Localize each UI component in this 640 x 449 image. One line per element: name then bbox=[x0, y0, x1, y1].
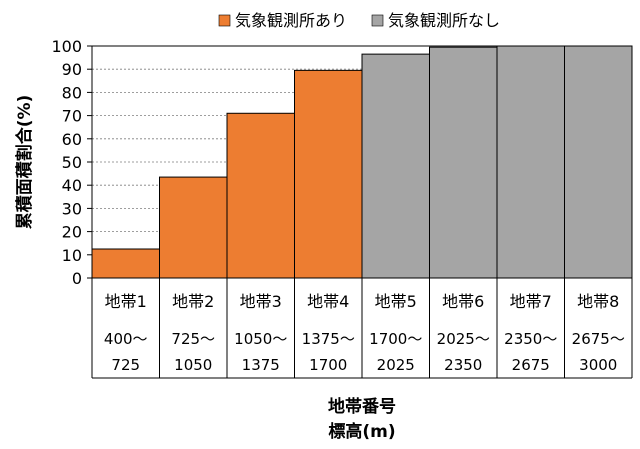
category-range-to: 2350 bbox=[444, 356, 482, 374]
legend-swatch bbox=[371, 14, 384, 27]
category-name: 地帯1 bbox=[105, 292, 147, 311]
category-range-to: 1700 bbox=[309, 356, 347, 374]
category-range-from: 725～ bbox=[171, 330, 215, 348]
category-name: 地帯4 bbox=[307, 292, 349, 311]
bar bbox=[429, 46, 498, 279]
bar bbox=[361, 53, 430, 279]
y-tick-label: 30 bbox=[62, 199, 82, 218]
y-tick-label: 100 bbox=[51, 37, 82, 56]
category-range-to: 2675 bbox=[512, 356, 550, 374]
category-range-from: 400～ bbox=[104, 330, 148, 348]
x-axis-label-zone: 地帯番号 bbox=[328, 396, 396, 417]
category-table: 地帯1 400～ 725 地帯2 725～ 1050 地帯3 1050～ 1375 地帯4 1375… bbox=[91, 278, 633, 379]
category-range-from: 2025～ bbox=[437, 330, 490, 348]
y-tick-label: 90 bbox=[62, 60, 82, 79]
x-axis-label-elevation: 標高(m) bbox=[328, 421, 395, 442]
category-range-to: 1375 bbox=[242, 356, 280, 374]
category-range-to: 725 bbox=[111, 356, 140, 374]
y-tick-label: 70 bbox=[62, 107, 82, 126]
bar bbox=[564, 45, 633, 279]
bar bbox=[294, 69, 363, 279]
category-range-from: 1700～ bbox=[369, 330, 422, 348]
category-range-to: 2025 bbox=[377, 356, 415, 374]
category-range-to: 3000 bbox=[579, 356, 617, 374]
y-tick-label: 10 bbox=[62, 246, 82, 265]
y-tick-label: 80 bbox=[62, 83, 82, 102]
bar bbox=[496, 45, 565, 279]
category-name: 地帯6 bbox=[442, 292, 484, 311]
legend-label: 気象観測所あり bbox=[235, 11, 347, 30]
category-range-from: 2675～ bbox=[572, 330, 625, 348]
legend: 気象観測所あり 気象観測所なし bbox=[218, 11, 500, 30]
bars bbox=[91, 45, 633, 279]
y-tick-label: 50 bbox=[62, 153, 82, 172]
category-name: 地帯8 bbox=[577, 292, 619, 311]
category-name: 地帯5 bbox=[375, 292, 417, 311]
bar bbox=[159, 176, 228, 279]
y-tick-label: 40 bbox=[62, 176, 82, 195]
category-name: 地帯7 bbox=[510, 292, 552, 311]
y-tick-label: 20 bbox=[62, 223, 82, 242]
category-range-to: 1050 bbox=[174, 356, 212, 374]
bar bbox=[91, 248, 160, 279]
category-name: 地帯2 bbox=[172, 292, 214, 311]
category-name: 地帯3 bbox=[240, 292, 282, 311]
bar bbox=[226, 112, 295, 279]
y-tick-label: 0 bbox=[72, 269, 82, 288]
legend-label: 気象観測所なし bbox=[388, 11, 500, 30]
legend-swatch bbox=[218, 14, 231, 27]
category-range-from: 2350～ bbox=[504, 330, 557, 348]
y-axis-label: 累積面積割合(%) bbox=[14, 95, 35, 230]
y-axis-ticks: 0 10 20 30 40 50 60 70 80 90 100 bbox=[51, 37, 92, 288]
category-range-from: 1375～ bbox=[302, 330, 355, 348]
y-tick-label: 60 bbox=[62, 130, 82, 149]
category-range-from: 1050～ bbox=[234, 330, 287, 348]
